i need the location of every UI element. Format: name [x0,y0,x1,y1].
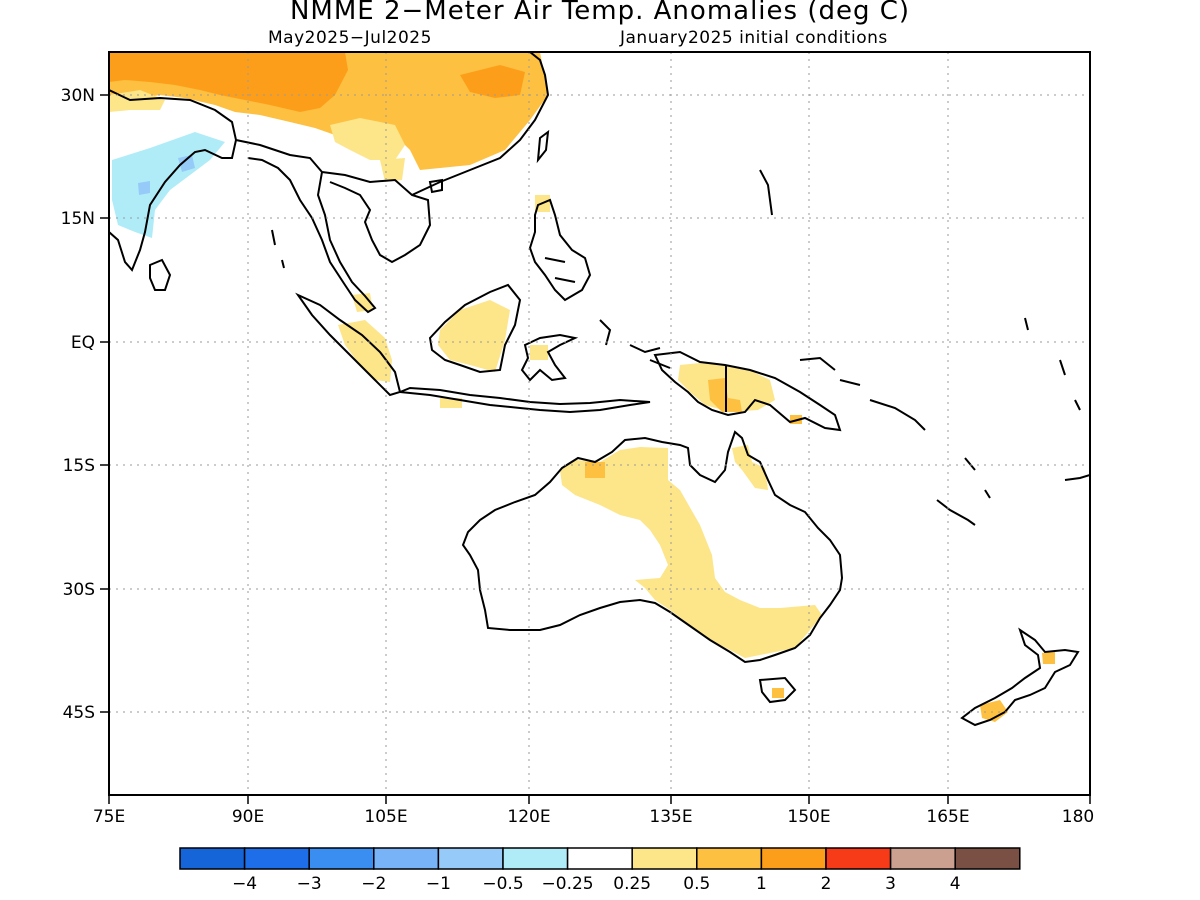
coastline-new-zealand [960,627,1080,727]
coastline-mainland-asia [109,52,550,314]
anomaly-region-india-cooler [178,155,195,172]
colorbar-swatch [889,847,956,870]
anomaly-region-sumatra [338,320,392,382]
coastline-new-guinea [653,350,842,432]
colorbar-label: 1 [756,874,767,894]
colorbar-swatch [954,847,1021,870]
lat-label-30s: 30S [63,580,95,600]
colorbar: −4 −3 −2 −1 −0.5 −0.25 0.25 0.5 1 2 3 4 [179,847,1021,894]
anomaly-region-tasmania [772,688,784,698]
lat-label-15n: 15N [61,209,95,229]
lon-labels: 75E 90E 105E 120E 135E 150E 165E 180 [93,807,1094,827]
colorbar-label: −3 [297,874,322,894]
lat-label-45s: 45S [63,703,95,723]
lon-label-120e: 120E [507,807,550,827]
coastline-sri-lanka [149,258,172,291]
coastline-java-lesser-sunda [399,386,651,414]
colorbar-swatch [502,847,569,870]
colorbar-label: −0.5 [482,874,523,894]
colorbar-label: 3 [885,874,896,894]
anomaly-region-asia-light [330,118,405,160]
lat-ticks [100,94,109,713]
colorbar-label: −4 [232,874,257,894]
colorbar-swatch [437,847,504,870]
forecast-period: May2025−Jul2025 [268,28,432,48]
coastlines [109,52,1090,727]
anomaly-shading [109,52,1055,722]
colorbar-swatch [243,847,310,870]
colorbar-label: −1 [426,874,451,894]
anomaly-region-india-cooler-2 [138,181,150,195]
anomaly-region-australia [560,447,822,658]
lon-label-90e: 90E [232,807,264,827]
colorbar-swatch [308,847,375,870]
lon-label-75e: 75E [93,807,125,827]
anomaly-region-indochina-light [380,158,405,182]
lat-label-eq: EQ [71,333,95,353]
colorbar-swatch [825,847,892,870]
lon-label-165e: 165E [926,807,969,827]
coastline-philippines [528,198,592,302]
lat-label-15s: 15S [63,456,95,476]
map-title: NMME 2−Meter Air Temp. Anomalies (deg C) [289,0,911,26]
coastline-sumatra [295,292,402,397]
coastline-moluccas [599,319,671,369]
anomaly-region-india-cool [112,132,225,238]
colorbar-label: 0.25 [613,874,651,894]
anomaly-region-australia-north-strong [585,462,605,478]
colorbar-swatch [631,847,698,870]
colorbar-label: −2 [361,874,386,894]
coastline-australia [461,430,844,664]
colorbar-swatch [179,847,246,870]
lat-labels: 30N 15N EQ 15S 30S 45S [61,86,95,723]
anomaly-region-asia-strong [109,52,348,112]
colorbar-label: −0.25 [542,874,594,894]
colorbar-label: 0.5 [683,874,710,894]
coastline-pacific-islands [759,169,1090,526]
coastline-sulawesi [520,333,579,382]
coastline-hainan [428,178,443,194]
initial-conditions: January2025 initial conditions [620,28,888,48]
coastline-andaman [271,229,285,269]
graticule [109,52,1090,795]
lon-label-150e: 150E [787,807,830,827]
colorbar-label: 4 [950,874,961,894]
coastline-borneo [428,283,522,374]
colorbar-swatch [696,847,763,870]
colorbar-swatch [566,847,633,870]
anomaly-region-australia-ne [732,445,768,490]
anomaly-region-asia-strong-2 [460,65,525,98]
coastline-taiwan [536,129,550,164]
anomaly-region-sulawesi [530,345,548,360]
colorbar-swatch [373,847,440,870]
lat-label-30n: 30N [61,86,95,106]
lon-label-105e: 105E [364,807,407,827]
anomaly-region-nz-south [980,700,1008,722]
lon-ticks [108,795,1091,804]
colorbar-swatch [760,847,827,870]
lon-label-180: 180 [1062,807,1094,827]
lon-label-135e: 135E [649,807,692,827]
coastline-tasmania [758,676,797,704]
plot-frame [108,51,1091,796]
colorbar-label: 2 [821,874,832,894]
coastline-bismarck-solomons [799,356,926,431]
anomaly-region-borneo [438,300,510,372]
anomaly-region-java [440,398,462,408]
anomaly-region-nz-north [1042,652,1055,664]
